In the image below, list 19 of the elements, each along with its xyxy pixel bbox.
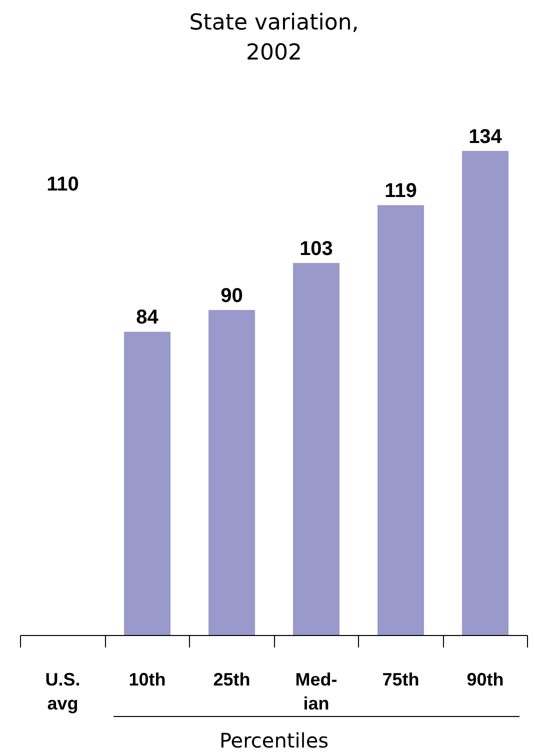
- x-tick-label: 25th: [213, 670, 250, 690]
- bar: [293, 262, 340, 636]
- bar: [208, 310, 255, 636]
- data-label: 90: [220, 285, 243, 308]
- x-tick-label: 75th: [382, 670, 420, 690]
- data-label: 103: [300, 238, 333, 260]
- x-tick-label: 90th: [466, 670, 504, 690]
- bar: [124, 332, 170, 636]
- data-label: 84: [136, 306, 160, 329]
- x-axis-title: Percentiles: [219, 728, 329, 752]
- x-tick-label: Med- ian: [295, 670, 338, 714]
- bar: [462, 150, 508, 636]
- x-tick-label: 10th: [128, 670, 166, 690]
- chart-title: State variation, 2002: [189, 10, 359, 66]
- data-label: 134: [468, 126, 503, 148]
- bar: [378, 205, 424, 636]
- data-label: 119: [384, 180, 417, 202]
- annotation: 110: [46, 174, 79, 196]
- x-tick-label: U.S. avg: [45, 670, 80, 714]
